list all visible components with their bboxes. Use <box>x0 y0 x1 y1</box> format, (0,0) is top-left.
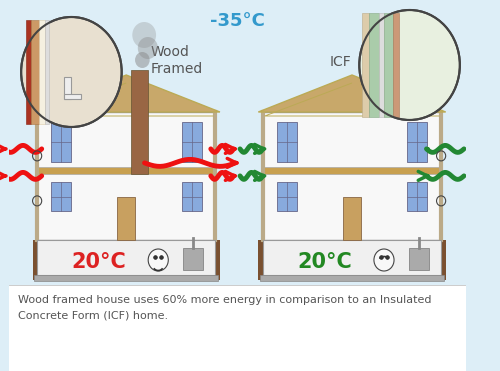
Bar <box>260 275 444 281</box>
Bar <box>263 112 441 240</box>
Bar <box>263 240 441 275</box>
Bar <box>384 13 393 117</box>
Bar <box>26 20 31 124</box>
Text: Wood
Framed: Wood Framed <box>151 45 203 76</box>
Circle shape <box>374 249 394 271</box>
Bar <box>378 13 384 117</box>
Bar <box>37 167 216 174</box>
Bar <box>64 94 80 99</box>
Bar <box>182 122 202 162</box>
Bar <box>408 183 428 211</box>
Bar <box>10 285 466 371</box>
Bar <box>409 248 429 270</box>
Text: Concrete Form (ICF) home.: Concrete Form (ICF) home. <box>18 311 169 321</box>
Bar <box>31 20 38 124</box>
Circle shape <box>360 10 460 120</box>
Circle shape <box>135 52 150 68</box>
Bar <box>393 13 398 117</box>
Bar <box>117 197 136 240</box>
Bar <box>182 183 202 211</box>
Bar <box>370 13 378 117</box>
Bar <box>258 240 446 280</box>
Text: -35°C: -35°C <box>210 12 265 30</box>
Circle shape <box>21 17 121 127</box>
Bar <box>276 183 296 211</box>
Bar <box>184 248 204 270</box>
Circle shape <box>138 37 158 59</box>
Text: 20°C: 20°C <box>297 252 352 272</box>
Bar <box>37 112 216 240</box>
Text: ICF: ICF <box>329 55 351 69</box>
Text: 20°C: 20°C <box>72 252 126 272</box>
Bar <box>45 20 50 124</box>
Bar <box>408 122 428 162</box>
Bar <box>51 183 71 211</box>
Bar <box>38 20 45 124</box>
Bar <box>64 77 72 99</box>
Text: Wood framed house uses 60% more energy in comparison to an Insulated: Wood framed house uses 60% more energy i… <box>18 295 432 305</box>
Bar <box>276 122 296 162</box>
Bar <box>343 197 361 240</box>
Bar <box>37 240 216 275</box>
Bar <box>132 70 148 174</box>
Polygon shape <box>258 75 446 112</box>
Circle shape <box>148 249 169 271</box>
Bar <box>51 122 71 162</box>
Bar <box>32 240 220 280</box>
Circle shape <box>132 22 156 48</box>
Bar <box>263 167 441 174</box>
Bar <box>362 13 370 117</box>
Polygon shape <box>32 75 220 112</box>
Bar <box>34 275 218 281</box>
